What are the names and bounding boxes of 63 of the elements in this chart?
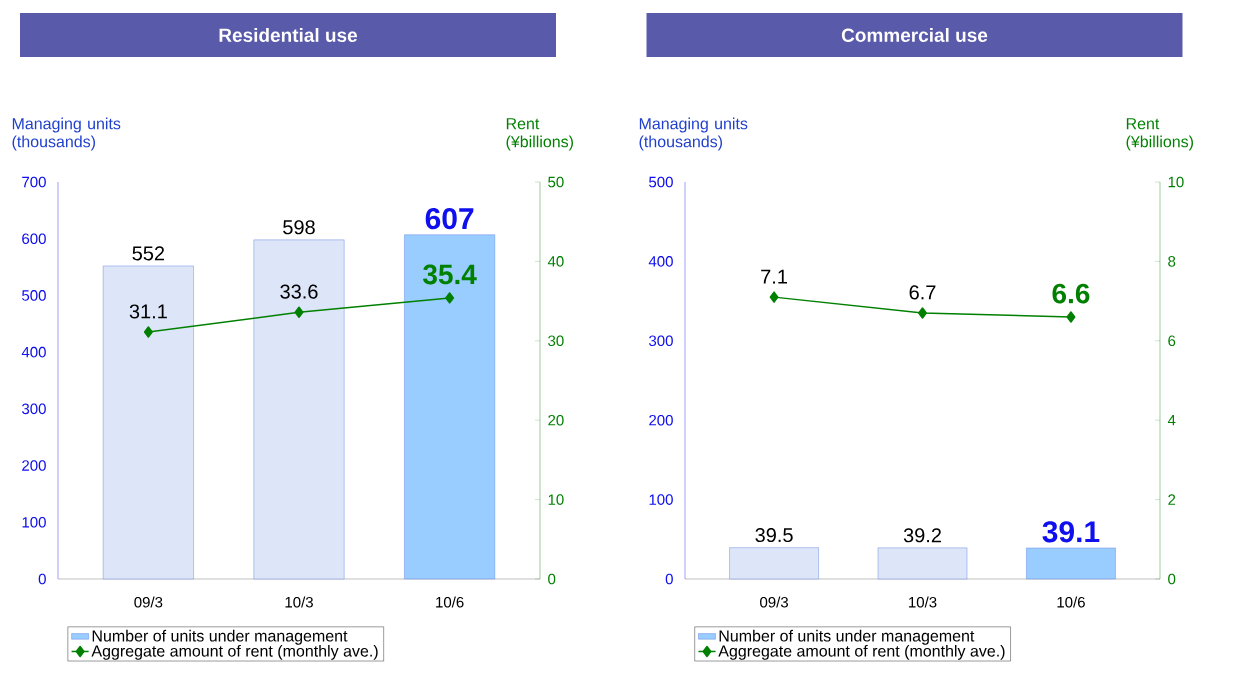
chart-title: Commercial use — [841, 28, 988, 42]
data-label: 39.2 — [903, 528, 941, 543]
y-tick-label: 600 — [22, 233, 46, 245]
point — [445, 292, 455, 304]
y-axis-title: Managing units (thousands) — [12, 117, 121, 151]
legend-label: Aggregate amount of rent (monthly ave.) — [718, 644, 1005, 660]
data-label: 31.1 — [129, 304, 167, 319]
y-tick-label: 0 — [38, 573, 46, 585]
x-tick-label: 09/3 — [134, 596, 163, 608]
y-tick-label: 300 — [22, 403, 46, 415]
y2-tick-label: 2 — [1168, 494, 1176, 505]
data-label: 35.4 — [423, 264, 477, 285]
data-label: 39.5 — [755, 527, 793, 543]
y-tick-label: 100 — [649, 494, 673, 505]
point — [769, 291, 779, 303]
point — [918, 307, 928, 319]
point — [294, 306, 304, 318]
chart-title: Residential use — [219, 28, 358, 42]
data-label: 607 — [425, 207, 474, 230]
data-label: 39.1 — [1042, 521, 1100, 543]
y-axis-title: Managing units (thousands) — [639, 117, 748, 151]
y2-axis-title: Rent (¥billions) — [1126, 118, 1193, 151]
y2-tick-label: 0 — [1168, 573, 1176, 585]
bar — [404, 234, 496, 580]
legend-label: Number of units under management — [719, 629, 975, 645]
y-tick-label: 200 — [22, 460, 46, 471]
y2-tick-label: 8 — [1168, 256, 1176, 267]
y2-tick-label: 10 — [1168, 176, 1184, 188]
bar — [102, 265, 194, 580]
x-tick-label: 10/6 — [436, 596, 464, 608]
point — [143, 326, 153, 338]
y2-tick-label: 0 — [548, 573, 556, 585]
legend-label: Aggregate amount of rent (monthly ave.) — [91, 644, 378, 660]
bar — [253, 239, 345, 580]
data-label: 33.6 — [280, 284, 318, 299]
y-tick-label: 400 — [648, 256, 673, 267]
y2-tick-label: 40 — [547, 256, 564, 267]
y2-tick-label: 30 — [548, 335, 564, 347]
y2-tick-label: 10 — [548, 494, 564, 505]
y2-tick-label: 6 — [1168, 335, 1176, 347]
y-tick-label: 200 — [649, 414, 673, 426]
point — [1066, 311, 1076, 323]
legend-label: Number of units under management — [92, 629, 348, 645]
y-tick-label: 700 — [22, 176, 46, 188]
x-tick-label: 09/3 — [760, 596, 789, 608]
y-tick-label: 100 — [22, 516, 46, 528]
y-tick-label: 500 — [649, 176, 673, 188]
y2-axis-title: Rent (¥billions) — [506, 118, 573, 151]
x-tick-label: 10/6 — [1057, 596, 1085, 608]
data-label: 6.6 — [1052, 283, 1090, 304]
x-tick-label: 10/3 — [285, 596, 313, 608]
y-tick-label: 500 — [22, 290, 46, 301]
y-tick-label: 0 — [665, 573, 673, 585]
x-tick-label: 10/3 — [909, 596, 937, 608]
y-tick-label: 300 — [649, 335, 673, 347]
y2-tick-label: 50 — [548, 176, 564, 188]
data-label: 552 — [132, 246, 165, 261]
y2-tick-label: 4 — [1167, 415, 1176, 426]
data-label: 598 — [283, 220, 315, 235]
data-label: 7.1 — [761, 269, 787, 284]
y2-tick-label: 20 — [548, 414, 564, 426]
data-label: 6.7 — [909, 285, 936, 300]
y-tick-label: 400 — [21, 346, 46, 358]
